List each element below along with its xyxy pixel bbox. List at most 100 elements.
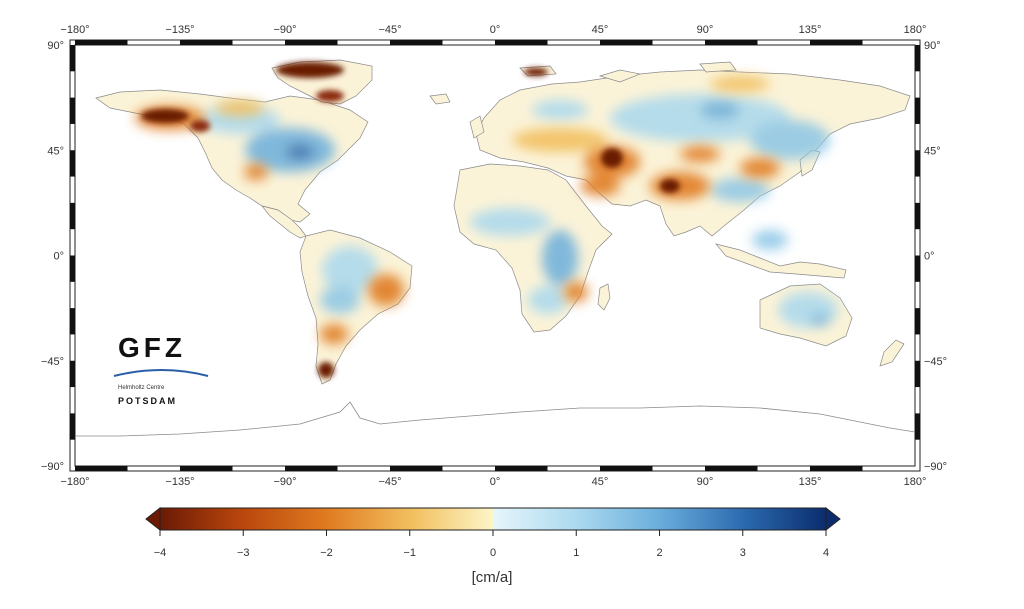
- colorbar-tick-label: −3: [237, 547, 250, 559]
- latitude-label: −45°: [41, 356, 64, 368]
- longitude-label: 90°: [697, 476, 714, 488]
- longitude-label: −90°: [273, 24, 296, 36]
- colorbar: −4 −3 −2 −1 0 1 2 3 4 [cm/a]: [145, 506, 841, 586]
- novaya-zemlya: [598, 69, 642, 83]
- longitude-label: −180°: [60, 24, 89, 36]
- frame-check: [915, 308, 920, 335]
- frame-check: [70, 97, 75, 124]
- map-area: [75, 59, 915, 437]
- latitude-label: 45°: [924, 145, 941, 157]
- frame-check: [70, 255, 75, 282]
- longitude-label: 0°: [490, 476, 501, 488]
- frame-check: [70, 202, 75, 230]
- longitude-label: 135°: [799, 24, 822, 36]
- frame-border-top: [75, 40, 863, 45]
- severnaya-zemlya: [699, 61, 737, 73]
- frame-check: [70, 360, 75, 388]
- british-isles: [469, 115, 485, 139]
- latitude-labels-left: 90° 45° 0° −45° −90°: [41, 40, 64, 473]
- colorbar-tick-label: 4: [823, 547, 829, 559]
- longitude-label: −90°: [273, 476, 296, 488]
- frame-check: [70, 45, 75, 72]
- gfz-logo: GFZ Helmholtz Centre POTSDAM: [113, 332, 209, 406]
- logo-line2: POTSDAM: [118, 396, 177, 406]
- frame-check: [915, 202, 920, 230]
- southeast-asia-islands: [715, 243, 847, 279]
- longitude-labels-bottom: −180° −135° −90° −45° 0° 45° 90° 135° 180°: [60, 476, 926, 488]
- frame-check: [600, 466, 653, 471]
- frame-check: [70, 308, 75, 335]
- frame-check: [390, 40, 443, 45]
- colorbar-tick-label: 0: [490, 547, 496, 559]
- colorbar-tick-label: 2: [656, 547, 662, 559]
- longitude-label: −180°: [60, 476, 89, 488]
- frame-check: [915, 45, 920, 72]
- frame-check: [810, 40, 863, 45]
- frame-check: [285, 466, 338, 471]
- frame-border-left: [70, 45, 75, 440]
- longitude-label: 0°: [490, 24, 501, 36]
- longitude-label: 180°: [904, 24, 927, 36]
- latitude-label: −45°: [924, 356, 947, 368]
- latitude-labels-right: 90° 45° 0° −45° −90°: [924, 40, 947, 473]
- longitude-labels-top: −180° −135° −90° −45° 0° 45° 90° 135° 180°: [60, 24, 926, 36]
- colorbar-unit-label: [cm/a]: [472, 569, 513, 586]
- frame-check: [810, 466, 863, 471]
- logo-name: GFZ: [118, 332, 186, 363]
- central-america: [261, 205, 307, 239]
- strong-negative-hotspots: [141, 62, 680, 378]
- colorbar-tick-label: 3: [740, 547, 746, 559]
- north-america: [95, 89, 369, 223]
- colorbar-tick-label: −1: [403, 547, 416, 559]
- latitude-label: 0°: [53, 251, 64, 263]
- longitude-label: 45°: [592, 24, 609, 36]
- logo-line1: Helmholtz Centre: [118, 385, 165, 391]
- frame-check: [915, 413, 920, 440]
- longitude-label: 135°: [799, 476, 822, 488]
- frame-check: [915, 97, 920, 124]
- longitude-label: −135°: [165, 24, 194, 36]
- latitude-label: −90°: [924, 461, 947, 473]
- logo-arc: [113, 369, 209, 377]
- frame-check: [495, 40, 548, 45]
- frame-check: [705, 40, 758, 45]
- frame-check: [75, 40, 128, 45]
- antarctica-coastline: [75, 401, 915, 437]
- frame-check: [915, 150, 920, 177]
- colorbar-max-triangle: [825, 506, 841, 532]
- frame-check: [390, 466, 443, 471]
- longitude-label: 90°: [697, 24, 714, 36]
- positive-trend-zones: [200, 94, 838, 328]
- longitude-label: −45°: [378, 24, 401, 36]
- frame-check: [75, 466, 128, 471]
- colorbar-gradient: [159, 507, 827, 531]
- latitude-label: 45°: [47, 145, 64, 157]
- frame-check: [285, 40, 338, 45]
- colorbar-tick-label: −2: [320, 547, 333, 559]
- latitude-label: 0°: [924, 251, 935, 263]
- new-zealand: [879, 339, 905, 367]
- frame-check: [70, 413, 75, 440]
- colorbar-tick-label: 1: [573, 547, 579, 559]
- colorbar-min-triangle: [145, 506, 161, 532]
- frame-border-bottom: [75, 466, 863, 471]
- longitude-label: −45°: [378, 476, 401, 488]
- madagascar: [597, 283, 611, 311]
- colorbar-ticks: −4 −3 −2 −1 0 1 2 3 4: [154, 530, 829, 559]
- iceland: [429, 93, 451, 105]
- frame-check: [180, 466, 233, 471]
- frame-check: [495, 466, 548, 471]
- frame-check: [70, 150, 75, 177]
- frame-check: [600, 40, 653, 45]
- longitude-label: 180°: [904, 476, 927, 488]
- frame-check: [915, 255, 920, 282]
- frame-check: [180, 40, 233, 45]
- latitude-label: 90°: [47, 40, 64, 52]
- colorbar-tick-label: −4: [154, 547, 167, 559]
- frame-border-right: [915, 45, 920, 440]
- frame-check: [705, 466, 758, 471]
- frame-check: [915, 360, 920, 388]
- latitude-label: 90°: [924, 40, 941, 52]
- longitude-label: 45°: [592, 476, 609, 488]
